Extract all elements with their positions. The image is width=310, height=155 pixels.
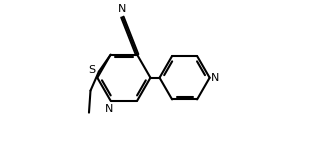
- Text: N: N: [105, 104, 113, 114]
- Text: N: N: [118, 4, 126, 14]
- Text: S: S: [88, 65, 95, 75]
- Text: N: N: [211, 73, 219, 83]
